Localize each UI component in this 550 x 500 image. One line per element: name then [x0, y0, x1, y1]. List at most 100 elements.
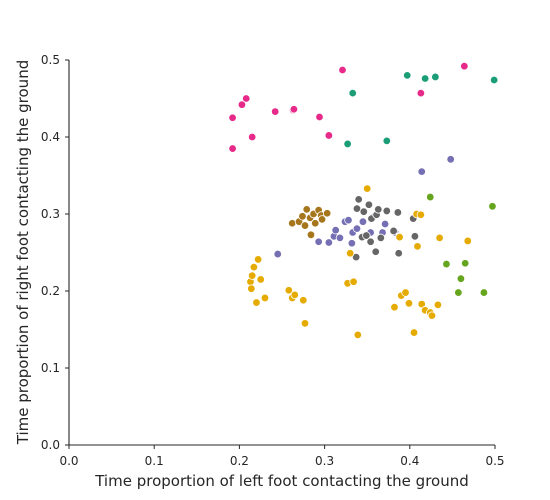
data-point	[374, 205, 383, 214]
data-point	[270, 107, 280, 116]
data-point	[348, 88, 357, 98]
data-point	[352, 204, 362, 213]
data-point	[335, 233, 345, 243]
data-point	[347, 239, 357, 248]
x-tick-label: 0.4	[400, 454, 419, 468]
data-point	[256, 275, 265, 284]
y-tick-label: 0.0	[41, 438, 60, 452]
data-point	[228, 113, 237, 122]
data-point	[331, 225, 340, 235]
data-point	[382, 136, 391, 146]
data-point	[416, 210, 426, 219]
data-point	[463, 236, 472, 246]
data-point	[343, 139, 352, 149]
data-point	[314, 237, 323, 246]
data-point	[364, 200, 374, 209]
data-point	[366, 237, 375, 246]
y-tick-label: 0.5	[41, 53, 60, 67]
x-tick-label: 0.3	[315, 454, 334, 468]
data-point	[247, 271, 257, 280]
data-point	[306, 230, 316, 239]
data-point	[420, 74, 430, 83]
data-point	[359, 207, 368, 216]
data-point	[413, 242, 422, 251]
data-point	[380, 219, 390, 229]
data-point	[454, 288, 463, 297]
data-point	[298, 212, 307, 221]
data-point	[389, 226, 398, 236]
y-axis-label: Time proportion of right foot contacting…	[14, 60, 32, 445]
data-point	[237, 100, 247, 109]
data-point	[300, 221, 310, 230]
data-point	[358, 217, 368, 226]
data-point	[479, 288, 489, 297]
data-point	[252, 298, 261, 307]
data-point	[311, 219, 320, 228]
data-point	[446, 155, 455, 164]
data-point	[427, 311, 437, 320]
data-point	[460, 61, 469, 71]
data-point	[345, 249, 355, 258]
data-point	[317, 215, 327, 224]
data-point	[390, 302, 399, 312]
data-point	[410, 232, 420, 241]
data-point	[344, 215, 353, 225]
data-point	[260, 293, 270, 303]
data-point	[247, 132, 257, 142]
data-point	[253, 255, 263, 264]
x-tick-label: 0.5	[485, 454, 504, 468]
y-tick-label: 0.4	[41, 130, 60, 144]
data-point	[242, 94, 251, 103]
data-point	[247, 284, 256, 293]
data-point	[403, 71, 412, 80]
data-point	[394, 249, 403, 258]
data-point	[351, 252, 361, 262]
data-point	[395, 232, 404, 242]
data-point	[249, 262, 259, 272]
data-point	[315, 112, 324, 122]
data-point	[363, 184, 372, 193]
data-point	[289, 105, 299, 114]
data-point	[290, 290, 299, 300]
data-point	[273, 249, 282, 259]
data-point	[338, 65, 347, 75]
y-tick-label: 0.2	[41, 284, 60, 298]
data-point	[431, 72, 440, 82]
data-point	[324, 238, 334, 247]
data-point	[302, 205, 311, 214]
data-point	[284, 286, 294, 295]
x-tick-label: 0.2	[230, 454, 249, 468]
data-point	[354, 195, 363, 204]
data-point	[426, 192, 435, 202]
y-tick-label: 0.1	[41, 361, 60, 375]
data-point	[228, 144, 237, 153]
data-point	[376, 233, 386, 243]
data-point	[460, 259, 470, 268]
y-tick-label: 0.3	[41, 207, 60, 221]
data-points-layer	[228, 61, 499, 340]
data-point	[456, 274, 466, 283]
data-point	[288, 219, 297, 228]
data-point	[324, 131, 334, 140]
data-point	[353, 330, 363, 340]
data-point	[409, 328, 419, 337]
data-point	[435, 233, 444, 243]
data-point	[401, 288, 410, 297]
data-point	[488, 202, 497, 211]
x-tick-label: 0.0	[59, 454, 78, 468]
data-point	[300, 319, 310, 328]
data-point	[416, 88, 426, 98]
data-point	[382, 206, 391, 216]
data-point	[362, 231, 371, 240]
data-point	[352, 224, 362, 233]
data-point	[404, 299, 414, 308]
y-axis-ticks: 0.0 0.1 0.2 0.3 0.4 0.5	[41, 53, 69, 452]
data-point	[417, 167, 426, 176]
x-axis-label: Time proportion of left foot contacting …	[94, 472, 469, 490]
data-point	[442, 259, 451, 269]
data-point	[489, 75, 499, 85]
data-point	[349, 277, 358, 286]
data-point	[393, 208, 403, 217]
x-tick-label: 0.1	[145, 454, 164, 468]
